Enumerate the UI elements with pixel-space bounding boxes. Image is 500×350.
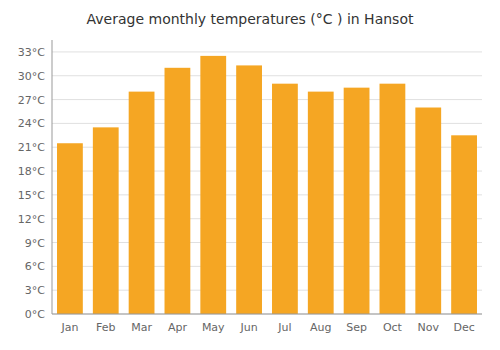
y-axis-line xyxy=(52,40,53,314)
y-tick-label: 24°C xyxy=(18,117,45,130)
title: Average monthly temperatures (°C ) in Ha… xyxy=(87,11,414,27)
x-tick-label: Jun xyxy=(239,321,257,334)
y-tick-label: 27°C xyxy=(18,94,45,107)
x-axis-line xyxy=(52,314,482,315)
grid-line xyxy=(52,75,482,76)
x-tick-label: Oct xyxy=(383,321,403,334)
y-tick-label: 33°C xyxy=(18,46,45,59)
x-tick-label: Apr xyxy=(168,321,188,334)
bar xyxy=(344,88,370,314)
bar xyxy=(236,65,262,314)
chart-container: Average monthly temperatures (°C ) in Ha… xyxy=(0,0,500,350)
bar xyxy=(200,56,226,314)
x-tick-label: Feb xyxy=(96,321,115,334)
x-tick-label: Dec xyxy=(453,321,474,334)
bar xyxy=(165,68,191,314)
y-tick-label: 15°C xyxy=(18,189,45,202)
bar xyxy=(380,84,406,314)
x-tick-label: Jan xyxy=(60,321,78,334)
bar xyxy=(129,92,155,314)
page: {"chart_data": {"type": "bar", "title": … xyxy=(0,0,500,350)
bar xyxy=(272,84,298,314)
chart-svg: Average monthly temperatures (°C ) in Ha… xyxy=(0,0,500,350)
x-tick-label: May xyxy=(202,321,225,334)
y-tick-label: 30°C xyxy=(18,70,45,83)
x-tick-label: Jul xyxy=(277,321,291,334)
y-tick-label: 12°C xyxy=(18,213,45,226)
bar xyxy=(451,135,477,314)
x-tick-label: Sep xyxy=(346,321,367,334)
y-tick-label: 3°C xyxy=(25,284,45,297)
y-tick-label: 6°C xyxy=(25,260,45,273)
grid xyxy=(52,52,482,314)
y-axis: 0°C 3°C 6°C 9°C 12°C 15°C 18°C 21°C 24°C 27°C 30°C… xyxy=(18,40,52,321)
x-tick-label: Aug xyxy=(310,321,331,334)
bar xyxy=(93,127,119,314)
bar xyxy=(415,108,441,314)
y-tick-label: 21°C xyxy=(18,141,45,154)
grid-line xyxy=(52,314,482,315)
x-axis: Jan Feb Mar Apr May Jun Jul Aug Sep Oct Nov Dec xyxy=(52,314,482,334)
x-tick-label: Nov xyxy=(418,321,440,334)
y-tick-label: 18°C xyxy=(18,165,45,178)
grid-line xyxy=(52,99,482,100)
y-tick-label: 9°C xyxy=(25,237,45,250)
x-tick-label: Mar xyxy=(131,321,152,334)
bar xyxy=(308,92,334,314)
grid-line xyxy=(52,51,482,52)
bars xyxy=(57,56,477,314)
bar xyxy=(57,143,83,314)
y-tick-label: 0°C xyxy=(25,308,45,321)
